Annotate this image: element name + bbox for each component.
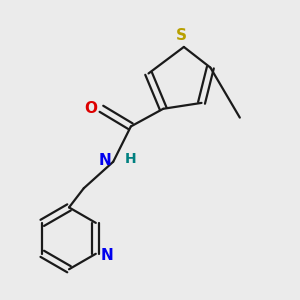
Text: N: N: [101, 248, 114, 263]
Text: N: N: [99, 153, 112, 168]
Text: O: O: [84, 101, 97, 116]
Text: S: S: [176, 28, 186, 43]
Text: H: H: [124, 152, 136, 167]
